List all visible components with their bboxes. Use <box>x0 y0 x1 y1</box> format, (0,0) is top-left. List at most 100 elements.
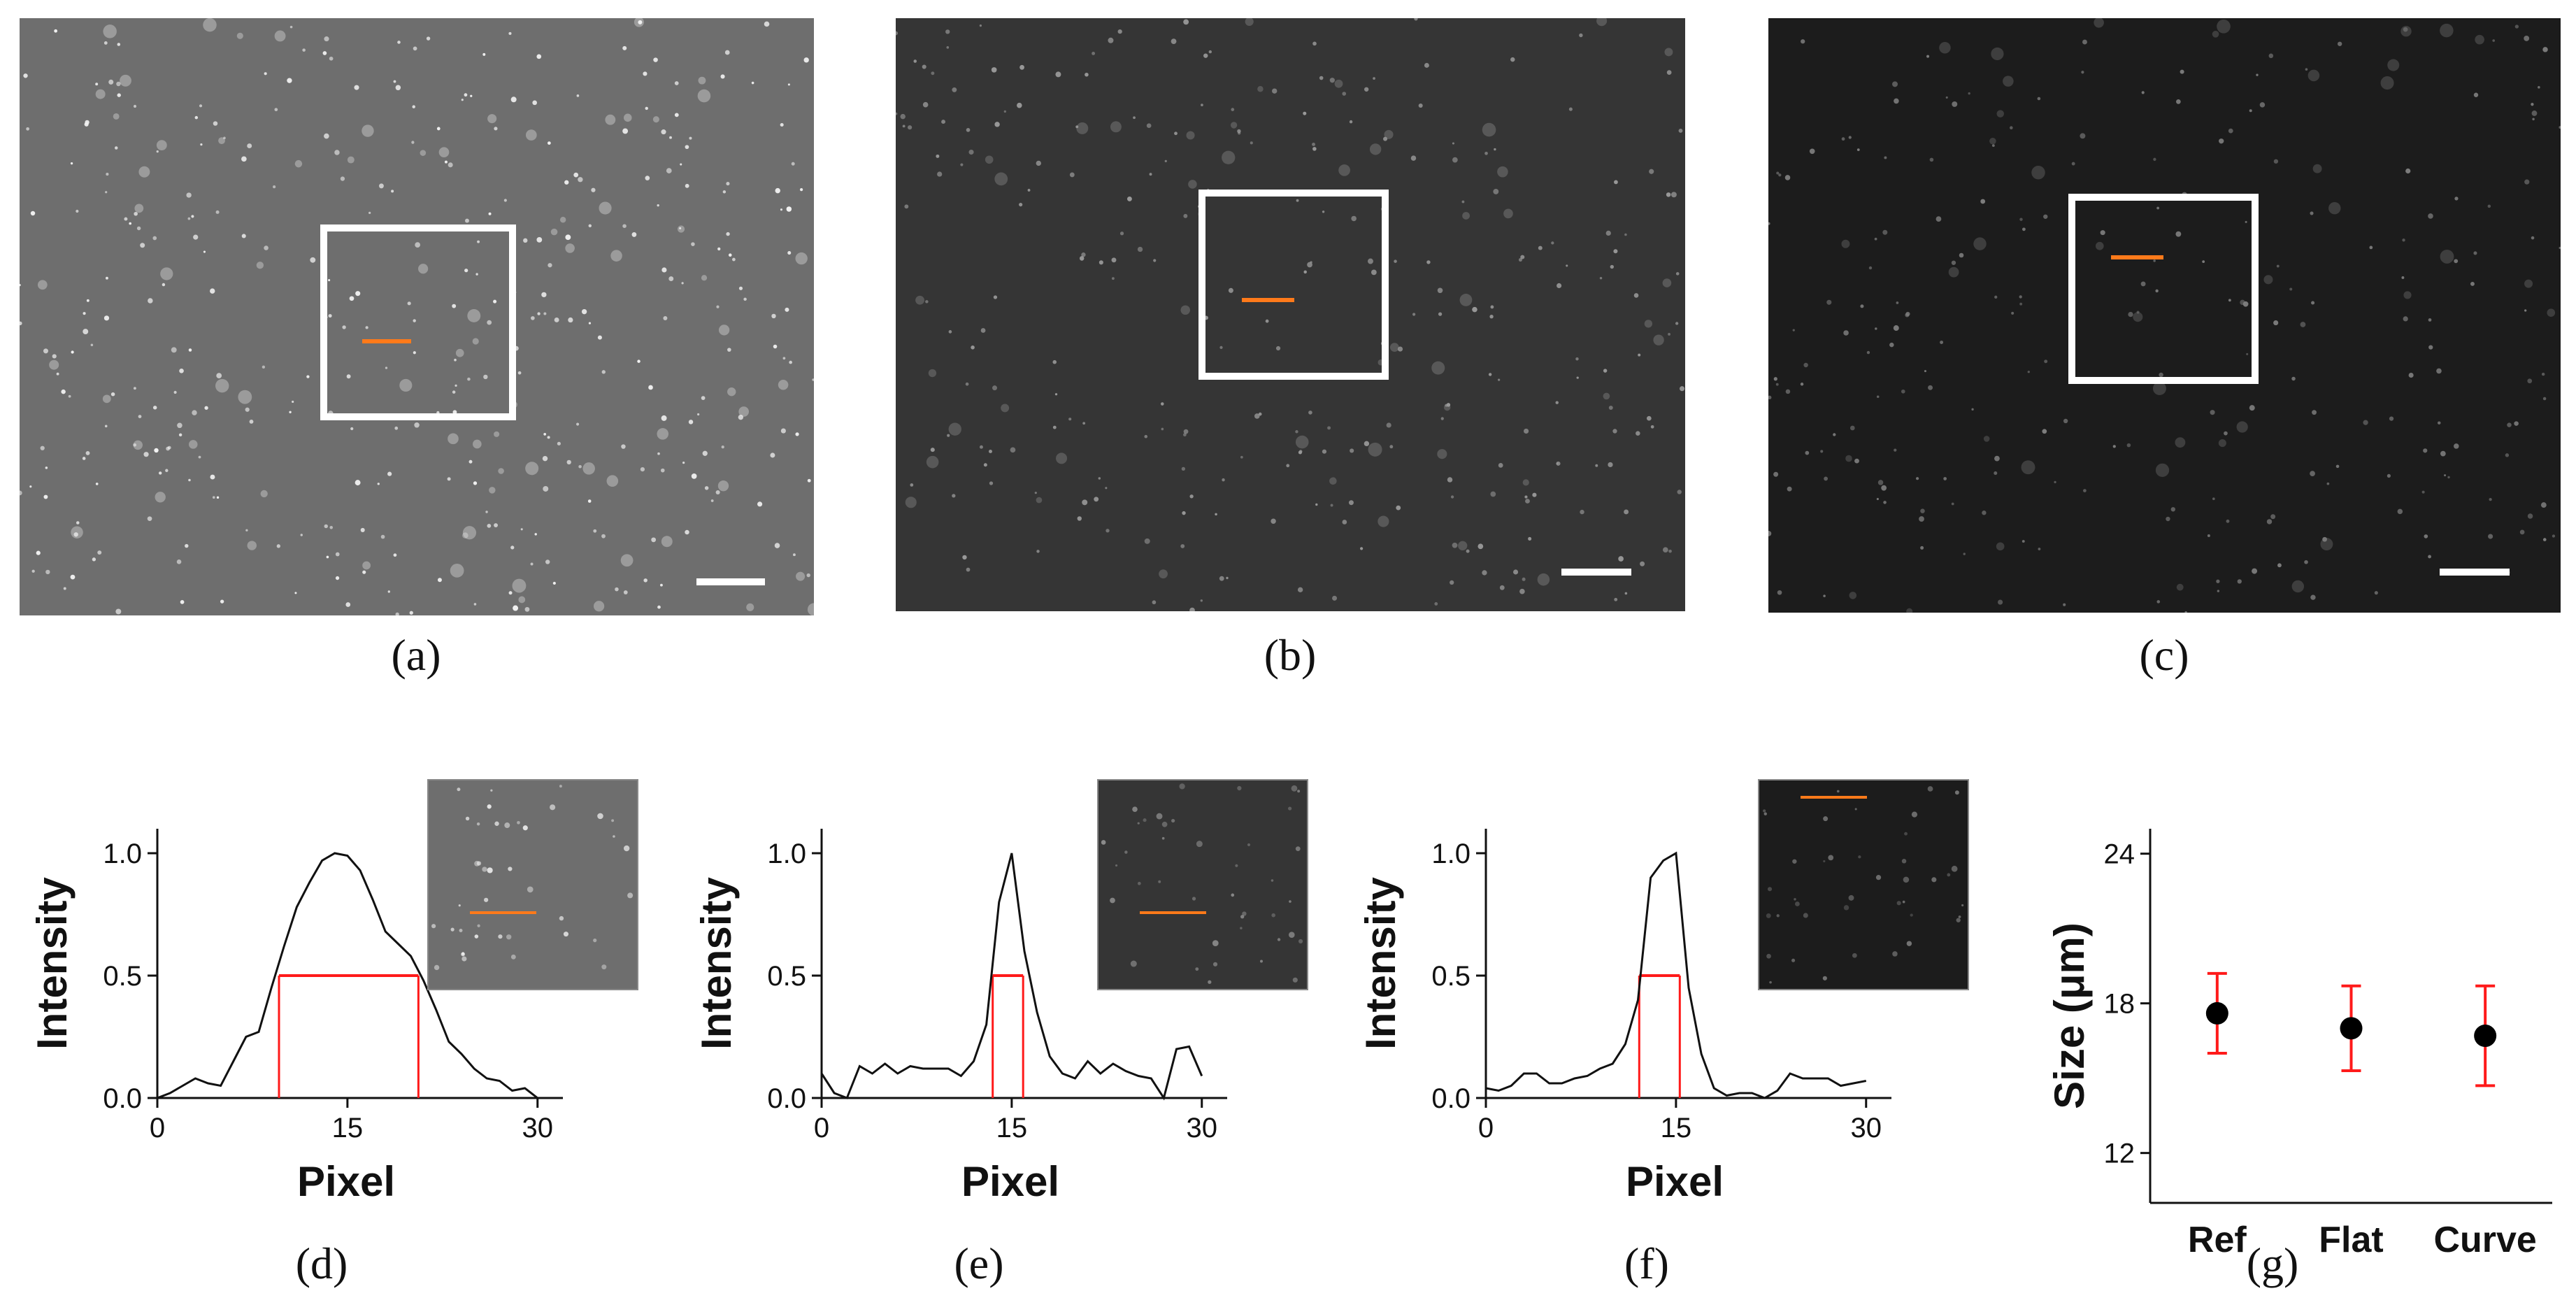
particle <box>674 81 679 85</box>
inset-particle <box>1852 953 1857 958</box>
particle <box>1841 137 1845 141</box>
particle <box>1489 315 1494 319</box>
particle <box>2184 611 2187 613</box>
particle <box>905 497 917 508</box>
particle <box>1036 160 1041 166</box>
particle <box>536 54 542 59</box>
particle <box>397 41 401 44</box>
particle <box>326 555 329 559</box>
particle <box>1510 57 1515 62</box>
particle <box>31 569 35 573</box>
particle <box>2470 281 2475 286</box>
particle <box>340 176 345 181</box>
particle <box>2387 59 2400 71</box>
y-tick-label: 12 <box>2104 1139 2135 1169</box>
inset-particle <box>490 789 493 792</box>
particle <box>2081 71 2084 74</box>
particle <box>188 478 191 482</box>
inset-particle <box>1161 836 1165 840</box>
particle <box>1662 278 1672 287</box>
particle <box>702 450 708 456</box>
particle <box>1226 576 1229 580</box>
particle <box>180 600 185 604</box>
particle <box>557 441 561 445</box>
particle <box>1894 98 1899 104</box>
particle <box>682 462 685 464</box>
particle <box>143 452 149 457</box>
particle <box>417 264 429 274</box>
particle <box>1017 102 1022 108</box>
particle <box>494 127 498 131</box>
particle <box>487 320 492 325</box>
inset-particle <box>1823 860 1826 863</box>
particle <box>1989 137 1996 145</box>
particle <box>1144 538 1150 544</box>
particle <box>294 159 303 168</box>
inset-particle <box>1137 881 1141 885</box>
particle <box>948 330 952 334</box>
particle <box>238 390 252 404</box>
particle <box>989 481 994 485</box>
particle <box>473 603 477 606</box>
particle <box>568 317 573 323</box>
particle <box>2112 445 2116 448</box>
category-label: Flat <box>2319 1220 2383 1260</box>
particle <box>287 78 292 83</box>
particle <box>1458 541 1468 550</box>
particle <box>980 328 986 333</box>
particle <box>645 106 648 110</box>
particle <box>697 413 700 416</box>
particle <box>1371 269 1377 276</box>
particle <box>365 326 368 329</box>
particle <box>138 415 142 418</box>
particle <box>1532 492 1537 497</box>
particle <box>785 307 789 312</box>
particle <box>2310 471 2315 476</box>
inset-particle <box>431 924 436 929</box>
particle <box>2043 214 2048 219</box>
particle <box>1452 542 1458 548</box>
particle <box>2153 259 2156 262</box>
particle <box>2273 159 2279 164</box>
particle <box>2363 420 2368 425</box>
particle <box>2063 418 2068 424</box>
particle <box>413 351 416 355</box>
particle <box>2312 164 2322 173</box>
particle <box>1452 142 1454 145</box>
particle <box>2322 536 2327 542</box>
inset-particle <box>1297 790 1301 793</box>
y-tick-label: 0.5 <box>103 961 142 992</box>
micrograph-background <box>896 18 1685 611</box>
particle <box>631 232 637 237</box>
particle <box>764 21 770 27</box>
particle <box>1951 502 1954 506</box>
inset-particle <box>1212 940 1219 947</box>
particle <box>1319 76 1324 80</box>
particle <box>20 284 21 287</box>
particle <box>260 490 268 498</box>
particle <box>1776 171 1780 175</box>
particle <box>738 406 749 417</box>
particle <box>660 468 665 473</box>
inset-particle <box>461 956 467 962</box>
particle <box>345 602 351 607</box>
particle <box>156 150 159 153</box>
particle <box>1884 156 1887 159</box>
particle <box>2166 516 2170 522</box>
particle <box>436 127 441 131</box>
particle <box>1447 477 1453 483</box>
particle <box>306 375 310 378</box>
particle <box>1596 18 1608 27</box>
particle <box>1350 448 1354 453</box>
particle <box>1295 430 1298 434</box>
particle <box>771 313 776 319</box>
particle <box>452 304 457 308</box>
particle <box>117 93 121 97</box>
particle <box>985 155 994 164</box>
particle <box>1854 458 1859 464</box>
particle <box>774 543 780 548</box>
particle <box>2224 431 2228 436</box>
particle <box>1222 150 1236 164</box>
particle <box>697 89 711 103</box>
particle <box>1364 87 1369 92</box>
